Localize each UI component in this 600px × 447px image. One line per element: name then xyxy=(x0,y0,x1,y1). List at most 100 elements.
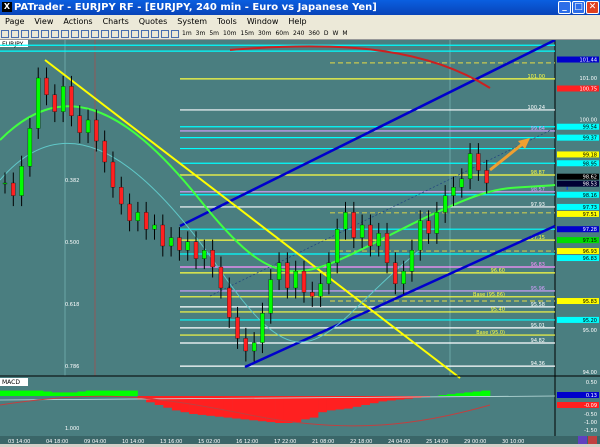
fib-icon[interactable] xyxy=(81,30,89,38)
crosshair-icon[interactable] xyxy=(31,30,39,38)
menu-window[interactable]: Window xyxy=(246,17,279,26)
candle xyxy=(19,166,24,196)
price-badge-label: 101.44 xyxy=(580,58,598,64)
price-badge-label: 97.15 xyxy=(583,238,597,244)
price-tick: 94.00 xyxy=(583,370,597,376)
menu-quotes[interactable]: Quotes xyxy=(138,17,168,26)
level-label: 94.36 xyxy=(531,361,545,367)
menu-tools[interactable]: Tools xyxy=(217,17,237,26)
candle xyxy=(351,212,356,238)
rect2-icon[interactable] xyxy=(111,30,119,38)
chart-icon[interactable] xyxy=(21,30,29,38)
trendline-icon[interactable] xyxy=(71,30,79,38)
timeframe-W[interactable]: W xyxy=(332,30,339,37)
candle xyxy=(409,250,415,272)
candle xyxy=(243,338,248,352)
candle xyxy=(144,212,149,230)
macd-bar xyxy=(42,391,52,396)
candle xyxy=(276,262,282,280)
candle xyxy=(69,86,74,116)
candle xyxy=(227,287,232,318)
price-chart[interactable]: EURJPY 101.00 100.24 99.64 98.87 98.57 97.93 97… xyxy=(0,38,600,445)
candle xyxy=(293,271,298,289)
timeframe-D[interactable]: D xyxy=(323,30,329,37)
time-tick: 17 22:00 xyxy=(274,439,296,444)
timeframe-M[interactable]: M xyxy=(342,30,348,37)
menu-bar: Page View Actions Charts Quotes System Tools Wi… xyxy=(0,15,600,28)
projection-arrow xyxy=(489,140,526,172)
level-icon[interactable] xyxy=(161,30,169,38)
level-label: 97.15 xyxy=(531,235,545,241)
flag-icon[interactable] xyxy=(141,30,149,38)
macd-bar xyxy=(8,390,18,396)
macd-bar xyxy=(352,396,362,407)
timeframe-240[interactable]: 240 xyxy=(292,30,305,37)
macd-bar xyxy=(369,396,379,404)
price-badge xyxy=(557,173,599,180)
level-label: 101.00 xyxy=(528,74,546,80)
candle xyxy=(218,266,224,289)
menu-page[interactable]: Page xyxy=(5,17,25,26)
menu-charts[interactable]: Charts xyxy=(102,17,129,26)
maximize-button[interactable]: □ xyxy=(572,1,585,14)
price-tick: 101.00 xyxy=(580,76,598,82)
macd-bar xyxy=(326,396,336,411)
candle xyxy=(135,212,141,221)
gann-icon[interactable] xyxy=(121,30,129,38)
timeframe-5m[interactable]: 5m xyxy=(209,30,220,37)
macd-bar xyxy=(386,396,396,401)
bars-icon[interactable] xyxy=(131,30,139,38)
cursor-icon[interactable] xyxy=(41,30,49,38)
channel-lower xyxy=(244,224,556,369)
price-badge xyxy=(557,56,599,63)
close-button[interactable]: ✕ xyxy=(586,1,599,14)
macd-bar xyxy=(94,390,104,396)
macd-bar xyxy=(309,396,319,418)
time-tick: 04 18:00 xyxy=(46,439,68,444)
text-icon[interactable] xyxy=(151,30,159,38)
line-tool-icon[interactable] xyxy=(51,30,59,38)
time-tick: 30 10:00 xyxy=(502,439,524,444)
timeframe-1m[interactable]: 1m xyxy=(182,30,192,37)
time-tick: 13 16:00 xyxy=(160,439,182,444)
macd-bar xyxy=(111,390,121,396)
candle xyxy=(459,178,464,188)
menu-system[interactable]: System xyxy=(177,17,208,26)
level-label: 95.58 xyxy=(531,302,545,308)
candle xyxy=(11,182,16,196)
timeframe-15m[interactable]: 15m xyxy=(240,30,254,37)
macd-bar xyxy=(77,391,87,396)
timeframe-60m[interactable]: 60m xyxy=(275,30,289,37)
macd-tick: 0.50 xyxy=(586,380,597,386)
minimize-button[interactable]: _ xyxy=(558,1,571,14)
candle xyxy=(127,203,132,221)
menu-actions[interactable]: Actions xyxy=(63,17,93,26)
price-badge-label: 99.18 xyxy=(583,152,597,158)
fib-label: 1.000 xyxy=(65,426,79,432)
zoom-out-icon[interactable] xyxy=(11,30,19,38)
timeframe-360[interactable]: 360 xyxy=(308,30,320,37)
window-title: PATrader - EURJPY RF - [EURJPY, 240 min … xyxy=(14,2,377,13)
price-badge-label: 96.83 xyxy=(583,256,597,262)
zoom-in-icon[interactable] xyxy=(1,30,9,38)
candle xyxy=(102,140,107,163)
chart-area[interactable]: EURJPY 101.00 100.24 99.64 98.87 98.57 97.93 97… xyxy=(0,38,600,445)
arrow-head xyxy=(518,138,530,149)
timeframe-30m[interactable]: 30m xyxy=(257,30,272,37)
fib-ext-icon[interactable] xyxy=(91,30,99,38)
macd-bar xyxy=(103,390,113,396)
menu-help[interactable]: Help xyxy=(288,17,307,26)
level2-icon[interactable] xyxy=(171,30,179,38)
rect-icon[interactable] xyxy=(101,30,109,38)
menu-view[interactable]: View xyxy=(34,17,54,26)
candle xyxy=(285,262,290,289)
price-badge xyxy=(557,191,599,198)
candle xyxy=(60,86,66,112)
timeframe-10m[interactable]: 10m xyxy=(223,30,237,37)
channel-icon[interactable] xyxy=(61,30,69,38)
candle xyxy=(119,187,124,205)
macd-badge xyxy=(557,392,599,398)
price-badge xyxy=(557,180,599,187)
timeframe-3m[interactable]: 3m xyxy=(195,30,206,37)
symbol-tag xyxy=(0,40,28,47)
